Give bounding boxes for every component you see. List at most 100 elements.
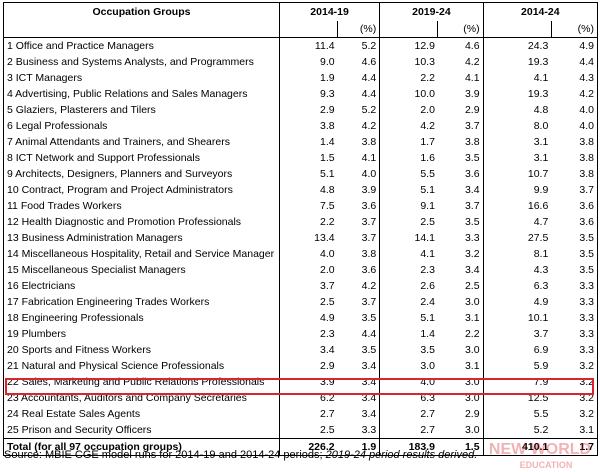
pct-2019-24: 2.2 xyxy=(464,328,480,340)
pct-2019-24: 3.7 xyxy=(464,120,480,132)
value-2014-19: 3.8 xyxy=(278,118,338,134)
pct-2014-24: 3.2 xyxy=(551,374,599,390)
pct-2014-19: 5.2 xyxy=(361,40,377,52)
occupation-name: 17 Fabrication Engineering Trades Worker… xyxy=(3,294,280,310)
value-2014-19: 2.5 xyxy=(278,294,338,310)
pct-2014-19: 3.5 xyxy=(361,312,377,324)
table-row: 12 Health Diagnostic and Promotion Profe… xyxy=(3,214,599,230)
value-2014-19: 2.9 xyxy=(278,358,338,374)
col-period-2014-19: 2014-19 xyxy=(278,2,380,21)
value-2019-24: 2.7 xyxy=(379,422,438,439)
pct-2019-24: 3.1 xyxy=(464,360,480,372)
value-2014-24: 8.1 xyxy=(482,246,552,262)
pct-2014-19: 3.4 xyxy=(361,392,377,404)
pct-2014-19: 3.8 xyxy=(361,248,377,260)
pct-2014-24: 3.3 xyxy=(551,278,599,294)
value-2014-24: 5.2 xyxy=(482,422,552,439)
value-2019-24: 14.1 xyxy=(379,230,438,246)
pct-2019-24: 1.5 xyxy=(437,438,484,456)
pct-2014-24: 3.2 xyxy=(551,390,599,406)
value-2014-19: 1.4 xyxy=(278,134,338,150)
table-row: 25 Prison and Security Officers 2.5 3.3 2.7… xyxy=(3,422,599,439)
value-2014-19: 2.3 xyxy=(278,326,338,342)
pct-2019-24: 3.0 xyxy=(464,296,480,308)
table-row: 13 Business Administration Managers 13.4 3… xyxy=(3,230,599,246)
pct-header: (%) xyxy=(337,21,380,38)
value-2014-24: 24.3 xyxy=(482,37,552,54)
value-2014-24: 5.9 xyxy=(482,358,552,374)
value-2019-24: 12.9 xyxy=(379,37,438,54)
pct-2019-24: 3.0 xyxy=(464,344,480,356)
pct-2019-24: 4.2 xyxy=(464,56,480,68)
pct-2014-24: 3.5 xyxy=(551,262,599,278)
value-2014-24: 4.7 xyxy=(482,214,552,230)
value-2019-24: 2.6 xyxy=(379,278,438,294)
occupation-name: Total (for all 97 occupation groups) xyxy=(3,438,280,456)
table-row: 15 Miscellaneous Specialist Managers 2.0 3… xyxy=(3,262,599,278)
value-2014-19: 2.9 xyxy=(278,102,338,118)
pct-2019-24: 3.8 xyxy=(464,136,480,148)
value-2019-24: 1.7 xyxy=(379,134,438,150)
pct-2014-19: 4.1 xyxy=(361,152,377,164)
value-2019-24: 3.5 xyxy=(379,342,438,358)
table-row: 21 Natural and Physical Science Professi… xyxy=(3,358,599,374)
value-2014-24: 4.3 xyxy=(482,262,552,278)
occupation-name: 14 Miscellaneous Hospitality, Retail and… xyxy=(3,246,280,262)
value-2014-24: 27.5 xyxy=(482,230,552,246)
value-2014-19: 13.4 xyxy=(278,230,338,246)
value-2019-24: 10.3 xyxy=(379,54,438,70)
occupation-name: 18 Engineering Professionals xyxy=(3,310,280,326)
occupation-name: 3 ICT Managers xyxy=(3,70,280,86)
source-italic: 2019-24 period results derived. xyxy=(325,449,478,461)
occupation-name: 10 Contract, Program and Project Adminis… xyxy=(3,182,280,198)
subheader-row: (%) (%) (%) xyxy=(3,21,599,38)
value-2019-24: 2.3 xyxy=(379,262,438,278)
pct-2014-24: 3.3 xyxy=(551,310,599,326)
pct-2014-19: 4.6 xyxy=(361,56,377,68)
pct-2014-19: 3.7 xyxy=(361,216,377,228)
table-row: 18 Engineering Professionals 4.9 3.5 5.1 3.1… xyxy=(3,310,599,326)
col-period-2014-24: 2014-24 xyxy=(482,2,599,21)
pct-2014-24: 4.3 xyxy=(551,70,599,86)
source-note: Source: MBIE CGE model runs for 2014-19 … xyxy=(4,449,477,461)
value-2014-19: 6.2 xyxy=(278,390,338,406)
pct-2019-24: 3.1 xyxy=(464,312,480,324)
pct-2014-24: 4.2 xyxy=(551,86,599,102)
table-row: 1 Office and Practice Managers 11.4 5.2 12.… xyxy=(3,37,599,54)
value-2019-24: 2.5 xyxy=(379,214,438,230)
pct-2014-19: 3.6 xyxy=(361,264,377,276)
value-2014-24: 19.3 xyxy=(482,54,552,70)
value-2019-24: 1.6 xyxy=(379,150,438,166)
pct-2014-19: 3.7 xyxy=(361,296,377,308)
value-2014-24: 10.7 xyxy=(482,166,552,182)
occupation-name: 5 Glaziers, Plasterers and Tilers xyxy=(3,102,280,118)
value-2014-19: 4.0 xyxy=(278,246,338,262)
col-period-2019-24: 2019-24 xyxy=(379,2,484,21)
pct-2014-19: 4.2 xyxy=(361,120,377,132)
pct-2019-24: 4.1 xyxy=(464,72,480,84)
value-2019-24: 4.1 xyxy=(379,246,438,262)
pct-2019-24: 3.5 xyxy=(464,216,480,228)
pct-2019-24: 3.0 xyxy=(464,392,480,404)
value-2014-24: 3.7 xyxy=(482,326,552,342)
value-2014-19: 3.7 xyxy=(278,278,338,294)
pct-2019-24: 2.9 xyxy=(464,408,480,420)
value-2014-24: 6.9 xyxy=(482,342,552,358)
value-2019-24: 9.1 xyxy=(379,198,438,214)
value-2014-19: 4.8 xyxy=(278,182,338,198)
value-2014-19: 2.5 xyxy=(278,422,338,439)
value-2014-19: 7.5 xyxy=(278,198,338,214)
pct-2014-24: 3.3 xyxy=(551,294,599,310)
occupation-name: 20 Sports and Fitness Workers xyxy=(3,342,280,358)
pct-2014-19: 3.9 xyxy=(361,184,377,196)
table-row: 20 Sports and Fitness Workers 3.4 3.5 3.5 3.… xyxy=(3,342,599,358)
pct-2014-24: 3.3 xyxy=(551,342,599,358)
value-2019-24: 1.4 xyxy=(379,326,438,342)
pct-2014-19: 3.4 xyxy=(361,360,377,372)
value-2014-19: 2.7 xyxy=(278,406,338,422)
pct-2014-19: 4.2 xyxy=(361,280,377,292)
table-row: 8 ICT Network and Support Professionals 1… xyxy=(3,150,599,166)
pct-2014-19: 3.4 xyxy=(361,376,377,388)
value-2014-19: 9.3 xyxy=(278,86,338,102)
occupation-table: Occupation Groups 2014-19 2019-24 2014-2… xyxy=(3,2,599,456)
